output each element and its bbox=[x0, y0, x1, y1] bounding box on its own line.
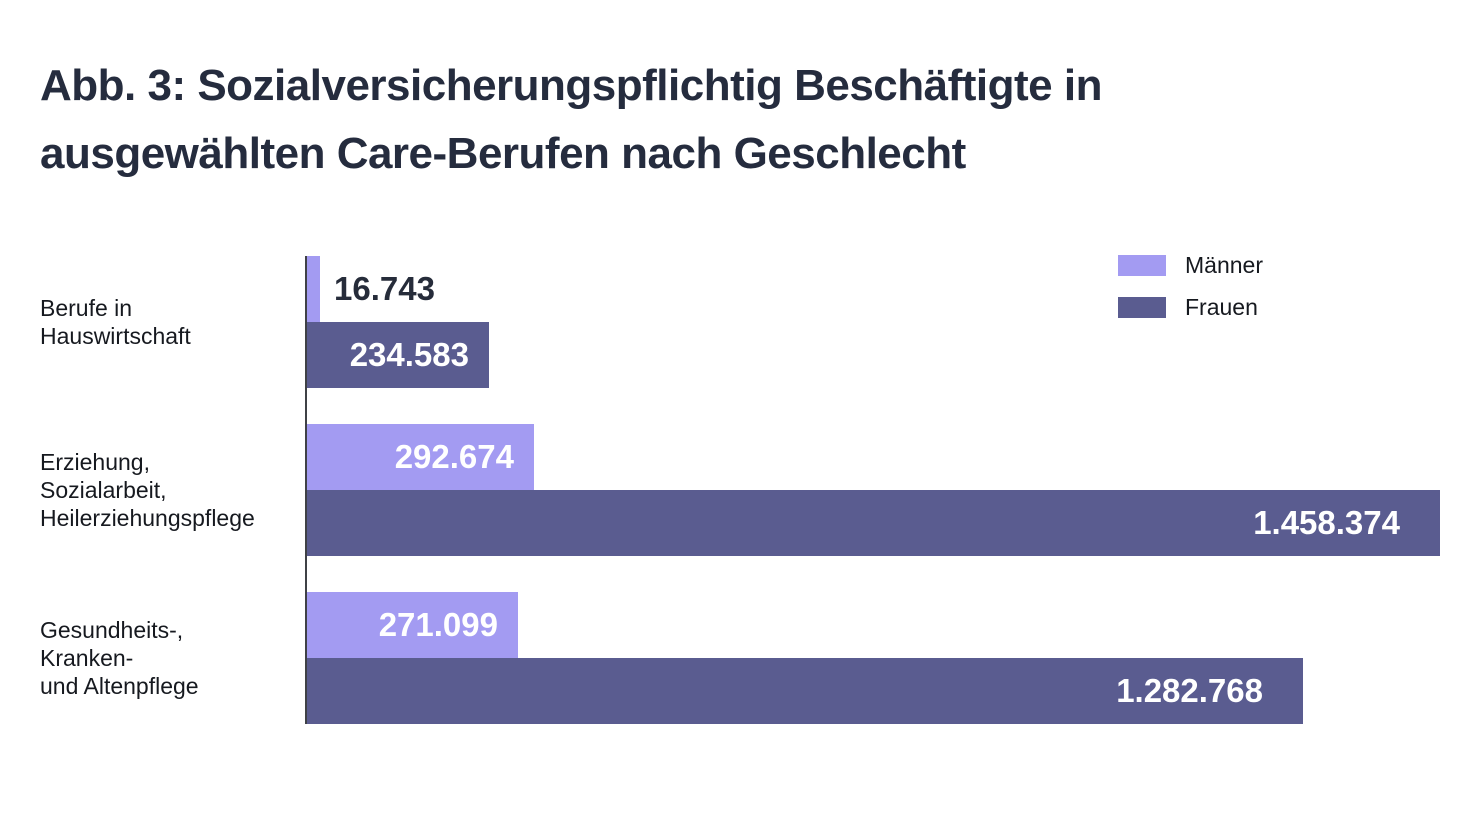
legend: Männer Frauen bbox=[1118, 251, 1263, 320]
bar-frauen: 1.458.374 bbox=[307, 490, 1440, 556]
bar-value-label: 1.282.768 bbox=[1116, 672, 1263, 709]
category-label-line: Hauswirtschaft bbox=[40, 323, 191, 349]
bar-value-label: 234.583 bbox=[349, 336, 469, 373]
category-label-line: Erziehung, bbox=[40, 449, 150, 475]
bars: 16.743 234.583 bbox=[307, 256, 1480, 388]
category-label: Erziehung, Sozialarbeit, Heilerziehungspfl… bbox=[40, 424, 298, 556]
bar-maenner: 16.743 bbox=[307, 256, 435, 322]
bar-value-label: 16.743 bbox=[334, 270, 435, 307]
category-label: Berufe in Hauswirtschaft bbox=[40, 256, 298, 388]
legend-swatch-maenner bbox=[1118, 254, 1166, 276]
bar-frauen: 1.282.768 bbox=[307, 658, 1303, 724]
bar-chart: Berufe in Hauswirtschaft 16.743 234.583 Erzi… bbox=[0, 256, 1480, 726]
bars: 292.674 1.458.374 bbox=[307, 424, 1480, 556]
category-label-line: Berufe in bbox=[40, 295, 133, 321]
bar-group: Berufe in Hauswirtschaft 16.743 234.583 bbox=[0, 256, 1480, 388]
chart-title-line-2: ausgewählten Care-Berufen nach Geschlech… bbox=[40, 129, 966, 178]
bar-group: Gesundheits-, Kranken-und Altenpflege 271.… bbox=[0, 592, 1480, 724]
bars: 271.099 1.282.768 bbox=[307, 592, 1480, 724]
legend-label-maenner: Männer bbox=[1185, 251, 1263, 278]
bar-frauen: 234.583 bbox=[307, 322, 489, 388]
legend-swatch-frauen bbox=[1118, 296, 1166, 318]
category-label-line: Heilerziehungspflege bbox=[40, 505, 255, 531]
category-label: Gesundheits-, Kranken-und Altenpflege bbox=[40, 592, 298, 724]
category-label-line: Sozialarbeit, bbox=[40, 477, 167, 503]
bar-value-label: 292.674 bbox=[394, 438, 514, 475]
bar-value-label: 1.458.374 bbox=[1253, 504, 1400, 541]
category-label-line: Kranken- bbox=[40, 645, 134, 671]
legend-item-maenner: Männer bbox=[1118, 251, 1263, 278]
bar-maenner: 271.099 bbox=[307, 592, 518, 658]
chart-title-line-1: Abb. 3: Sozialversicherungspflichtig Bes… bbox=[40, 61, 1102, 110]
legend-label-frauen: Frauen bbox=[1185, 293, 1258, 320]
bar-value-label: 271.099 bbox=[378, 606, 498, 643]
chart-title: Abb. 3: Sozialversicherungspflichtig Bes… bbox=[40, 52, 1420, 188]
legend-item-frauen: Frauen bbox=[1118, 293, 1263, 320]
bar-maenner: 292.674 bbox=[307, 424, 534, 490]
category-label-line: Gesundheits-, bbox=[40, 617, 184, 643]
category-label-line: und Altenpflege bbox=[40, 673, 199, 699]
y-axis-line bbox=[305, 256, 307, 724]
bar-group: Erziehung, Sozialarbeit, Heilerziehungspfl… bbox=[0, 424, 1480, 556]
